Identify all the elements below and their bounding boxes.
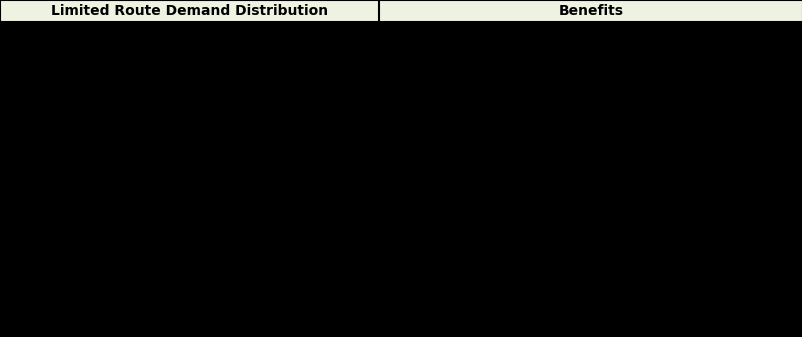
Text: Limited Route Demand Distribution: Limited Route Demand Distribution [51, 4, 328, 18]
Bar [0, 0, 379, 22]
Bar [379, 0, 802, 22]
Text: Benefits: Benefits [558, 4, 622, 18]
